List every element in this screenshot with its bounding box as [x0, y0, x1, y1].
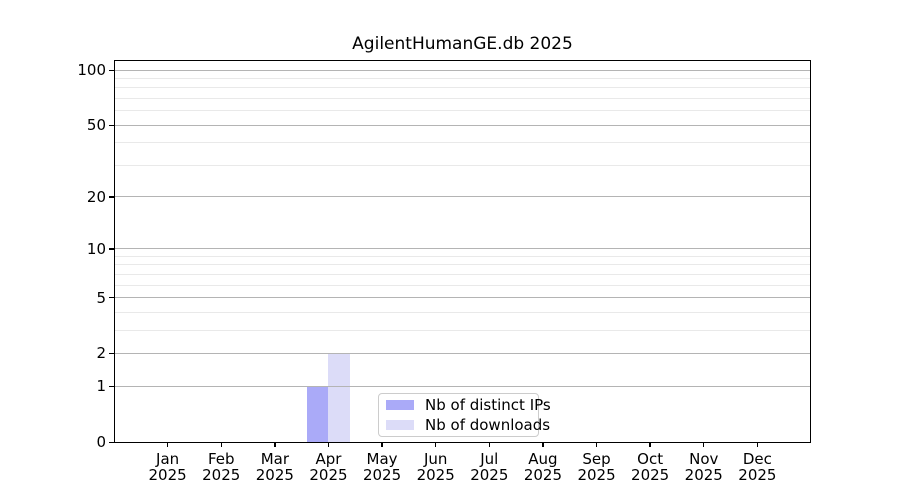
y-tick-mark — [109, 385, 114, 388]
y-gridline-minor — [114, 273, 811, 275]
x-tick-mark — [220, 442, 222, 447]
x-tick-label: Aug 2025 — [508, 450, 578, 484]
x-tick-mark — [327, 442, 330, 447]
grid-layer — [114, 60, 811, 443]
downloads-swatch — [386, 420, 414, 430]
legend-item-downloads: Nb of downloads — [386, 417, 550, 433]
y-tick-label: 5 — [96, 288, 106, 307]
x-tick-month: Apr — [315, 450, 342, 468]
x-tick-month: Oct — [637, 450, 664, 468]
y-gridline-major — [114, 124, 811, 126]
y-tick-mark — [109, 196, 114, 198]
x-tick-year: 2025 — [684, 465, 723, 484]
x-tick-year: 2025 — [631, 465, 670, 484]
x-tick-month: Jan — [156, 450, 180, 468]
y-gridline-minor — [114, 311, 811, 313]
x-tick-mark — [166, 442, 169, 447]
y-tick-label: 10 — [86, 239, 106, 258]
y-gridline-major — [114, 196, 811, 198]
x-tick-month: Nov — [689, 450, 719, 468]
y-gridline-major — [114, 441, 811, 443]
x-tick-year: 2025 — [416, 465, 455, 484]
x-tick-mark — [649, 442, 651, 447]
bar-distinct-ips — [306, 386, 329, 443]
x-tick-label: Jan 2025 — [133, 450, 203, 484]
x-tick-label: May 2025 — [347, 450, 417, 484]
x-tick-month: Jun — [423, 450, 448, 468]
y-tick-label: 50 — [86, 116, 106, 135]
x-tick-mark — [542, 442, 544, 447]
x-tick-year: 2025 — [577, 465, 616, 484]
x-tick-label: Feb 2025 — [186, 450, 256, 484]
bar-downloads — [328, 353, 350, 443]
x-tick-mark — [703, 442, 705, 447]
y-tick-label: 20 — [86, 187, 106, 206]
x-tick-label: Jun 2025 — [401, 450, 471, 484]
legend-item-distinct-ips: Nb of distinct IPs — [386, 397, 551, 413]
y-gridline-minor — [114, 110, 811, 112]
y-tick-mark — [109, 248, 114, 250]
x-tick-label: Apr 2025 — [293, 450, 363, 484]
x-tick-label: Jul 2025 — [454, 450, 524, 484]
y-gridline-major — [114, 352, 811, 354]
x-tick-mark — [488, 442, 490, 447]
legend-label-distinct-ips: Nb of distinct IPs — [425, 396, 551, 414]
x-tick-label: Sep 2025 — [562, 450, 632, 484]
x-tick-mark — [434, 442, 437, 447]
x-tick-mark — [381, 442, 383, 447]
y-tick-label: 0 — [96, 433, 106, 451]
bars-layer — [114, 60, 811, 443]
y-gridline-minor — [114, 264, 811, 266]
y-tick-mark — [109, 69, 114, 71]
x-tick-month: Sep — [582, 450, 611, 468]
x-tick-mark — [274, 442, 276, 447]
y-gridline-minor — [114, 284, 811, 286]
x-tick-month: Dec — [742, 450, 772, 468]
x-tick-year: 2025 — [309, 465, 348, 484]
y-gridline-major — [114, 248, 811, 250]
y-tick-mark — [109, 352, 114, 355]
chart-title: AgilentHumanGE.db 2025 — [352, 34, 573, 54]
y-gridline-minor — [114, 97, 811, 99]
y-tick-label: 100 — [77, 61, 106, 80]
x-tick-label: Oct 2025 — [615, 450, 685, 484]
y-tick-mark — [109, 124, 114, 126]
y-gridline-major — [114, 69, 811, 71]
y-tick-mark — [109, 441, 114, 443]
legend-label-downloads: Nb of downloads — [425, 416, 551, 434]
distinct-ips-swatch — [386, 400, 414, 410]
x-tick-year: 2025 — [470, 465, 509, 484]
legend: Nb of distinct IPs Nb of downloads — [378, 393, 551, 437]
x-tick-label: Mar 2025 — [240, 450, 310, 484]
x-tick-label: Dec 2025 — [722, 450, 792, 484]
x-tick-month: Feb — [207, 450, 235, 468]
x-tick-month: Jul — [480, 450, 499, 468]
x-tick-mark — [595, 442, 598, 447]
y-gridline-minor — [114, 164, 811, 166]
x-tick-month: May — [366, 450, 398, 468]
y-tick-label: 1 — [96, 377, 106, 396]
x-tick-year: 2025 — [362, 465, 402, 484]
y-gridline-major — [114, 297, 811, 299]
y-tick-label: 2 — [96, 344, 106, 363]
y-gridline-minor — [114, 329, 811, 331]
x-tick-year: 2025 — [738, 465, 777, 484]
y-gridline-minor — [114, 142, 811, 144]
y-tick-mark — [109, 297, 114, 299]
x-tick-year: 2025 — [148, 465, 187, 484]
x-tick-year: 2025 — [202, 465, 241, 484]
x-tick-month: Aug — [528, 450, 558, 468]
plot-area — [114, 60, 811, 443]
x-tick-year: 2025 — [523, 465, 563, 484]
x-tick-mark — [756, 442, 759, 447]
y-gridline-minor — [114, 255, 811, 257]
y-gridline-major — [114, 385, 811, 387]
y-gridline-minor — [114, 87, 811, 89]
x-tick-label: Nov 2025 — [669, 450, 739, 484]
x-tick-year: 2025 — [255, 465, 294, 484]
x-tick-month: Mar — [260, 450, 289, 468]
y-gridline-minor — [114, 77, 811, 79]
